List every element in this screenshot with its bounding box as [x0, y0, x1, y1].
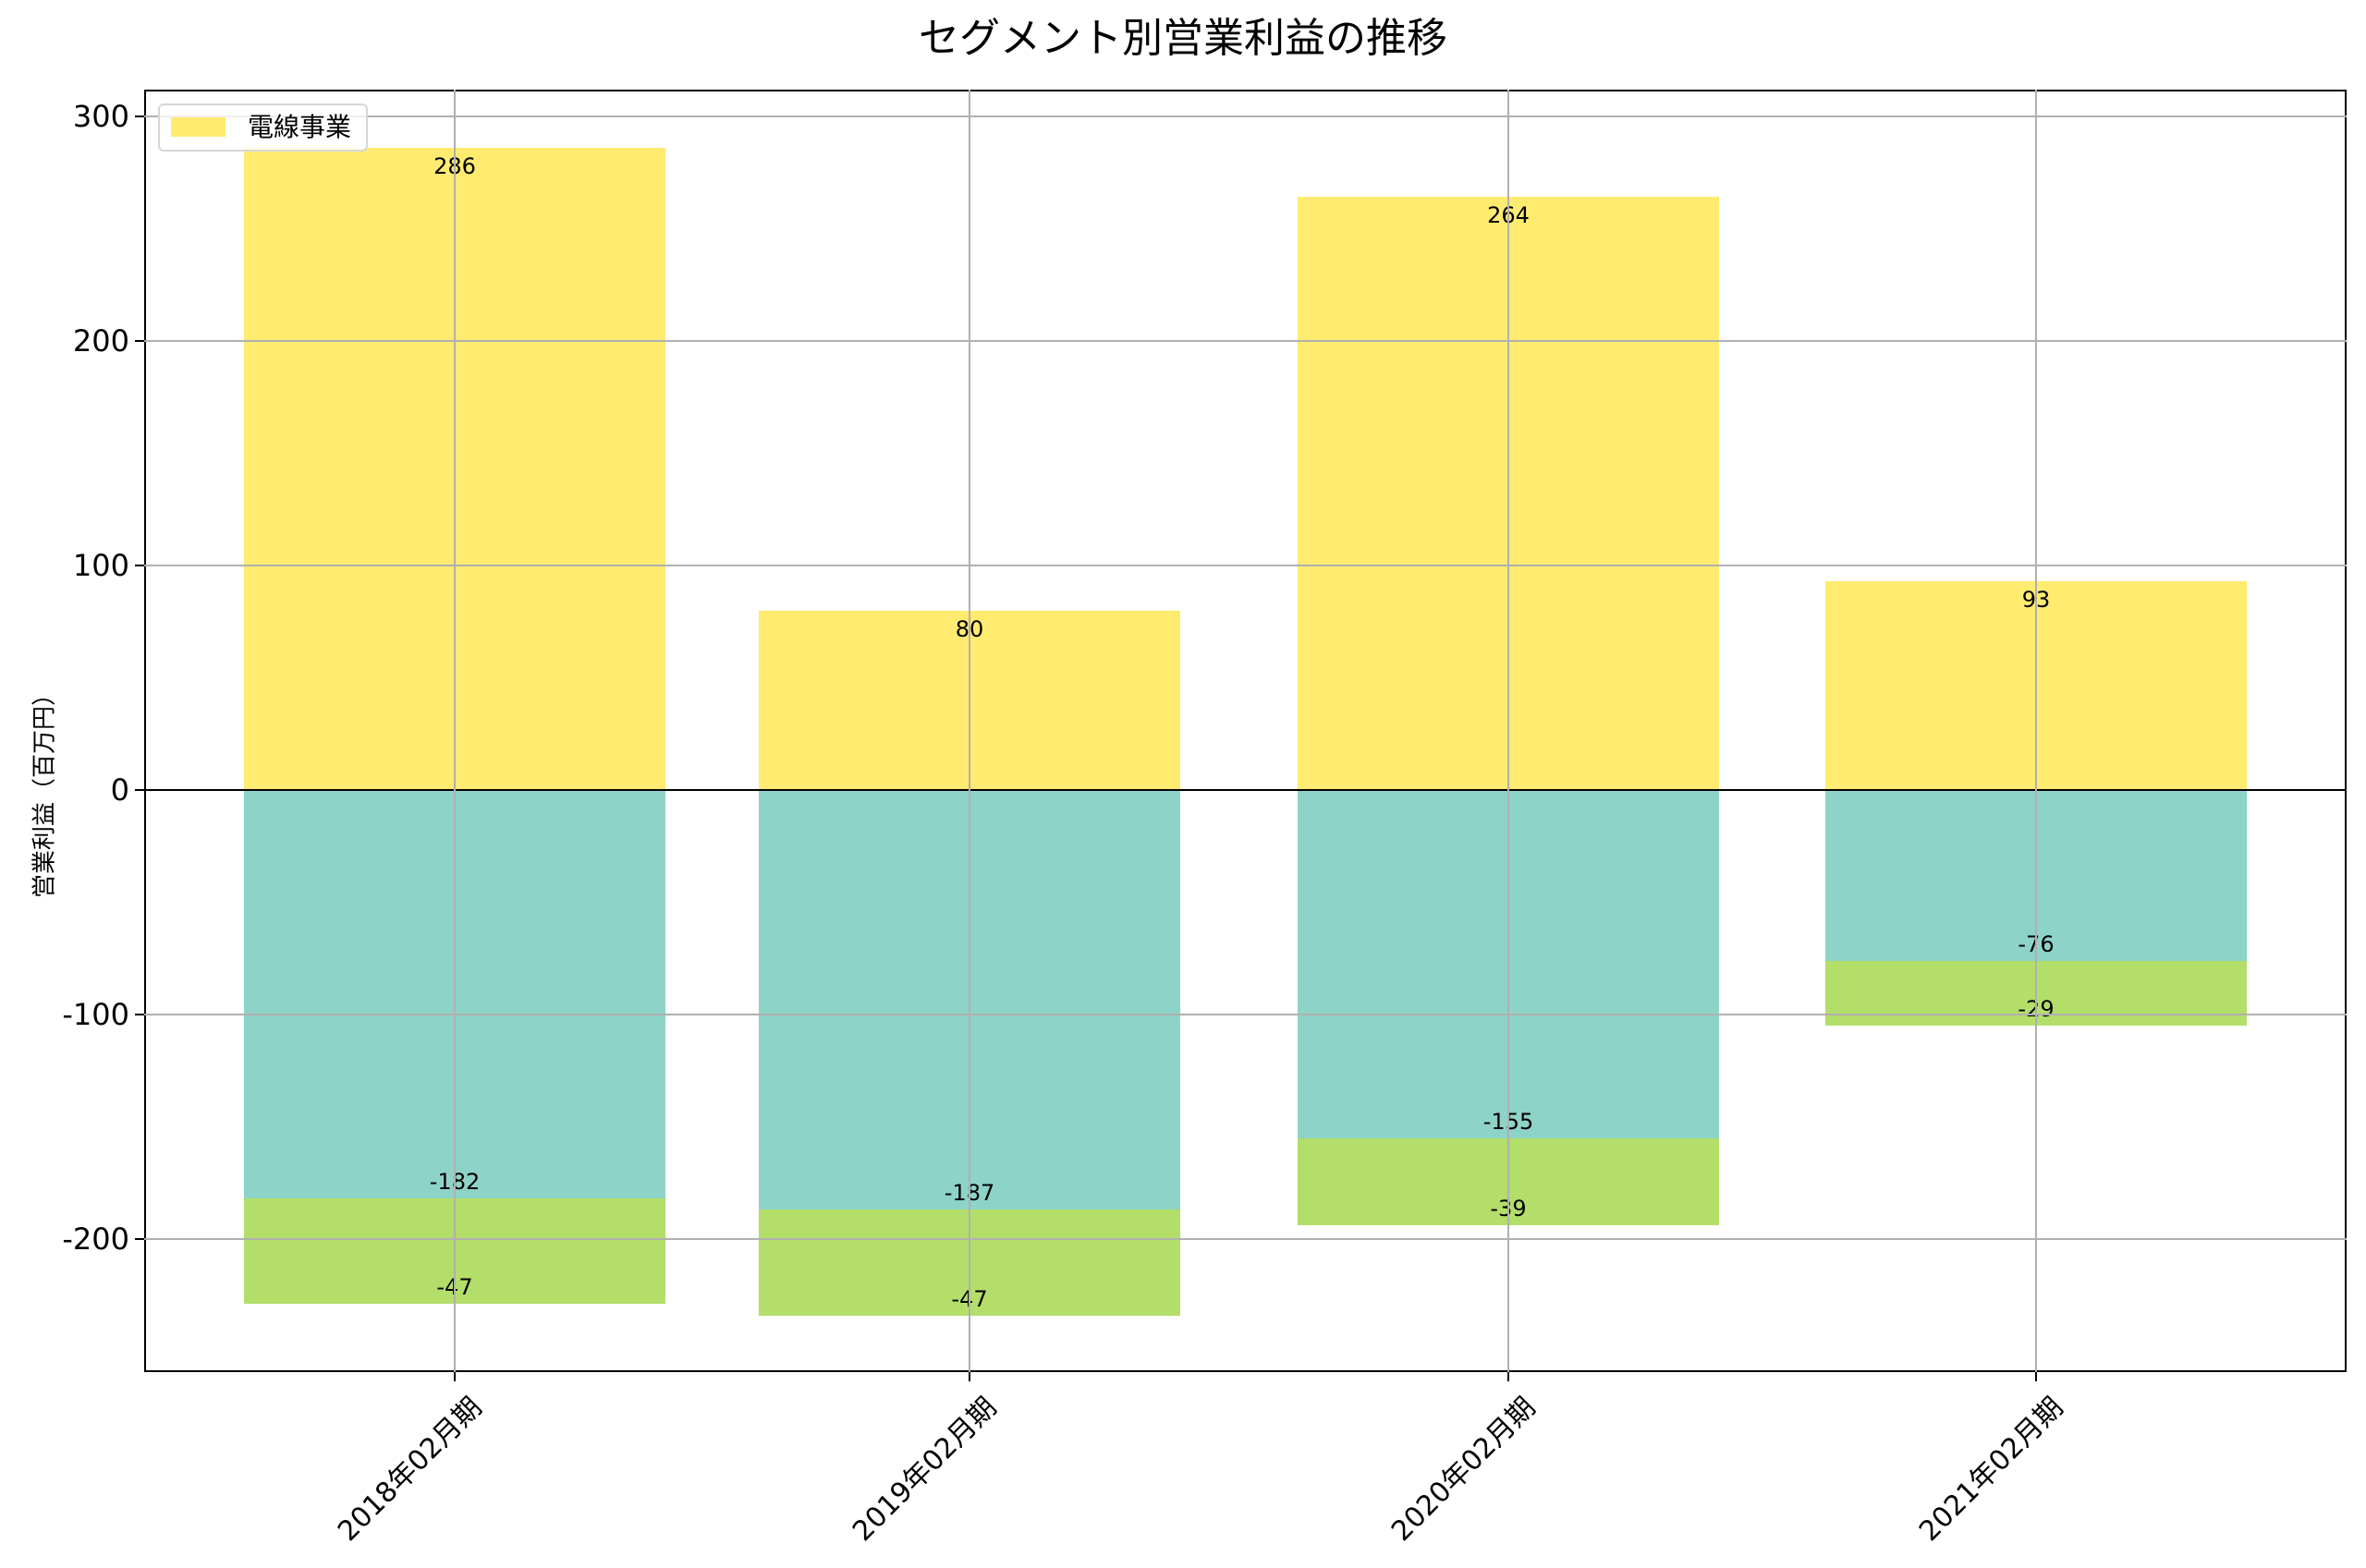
x-tick-mark — [969, 1372, 970, 1381]
plot-area — [144, 90, 2347, 1372]
y-axis-label: 営業利益（百万円） — [30, 681, 59, 899]
x-tick-mark — [454, 1372, 456, 1381]
x-tick-label: 2018年02月期 — [332, 1391, 489, 1549]
x-tick-label: 2021年02月期 — [1913, 1391, 2070, 1549]
legend-label: 電線事業 — [248, 112, 352, 142]
x-tick-mark — [2035, 1372, 2037, 1381]
chart-title: セグメント別営業利益の推移 — [919, 15, 1447, 62]
y-tick-label: 100 — [72, 548, 129, 583]
y-tick-label: 0 — [110, 772, 129, 808]
y-tick-mark — [135, 340, 144, 342]
legend-swatch — [171, 117, 226, 137]
y-tick-label: -200 — [62, 1222, 129, 1257]
y-tick-mark — [135, 1014, 144, 1015]
x-tick-label: 2020年02月期 — [1385, 1391, 1543, 1549]
y-tick-mark — [135, 789, 144, 791]
y-tick-mark — [135, 1238, 144, 1240]
y-tick-label: -100 — [62, 997, 129, 1032]
y-tick-mark — [135, 115, 144, 117]
x-tick-mark — [1507, 1372, 1509, 1381]
y-tick-label: 200 — [72, 323, 129, 359]
y-tick-mark — [135, 565, 144, 566]
legend: 電線事業 — [158, 103, 368, 152]
x-tick-label: 2019年02月期 — [847, 1391, 1004, 1549]
y-tick-label: 300 — [72, 99, 129, 134]
